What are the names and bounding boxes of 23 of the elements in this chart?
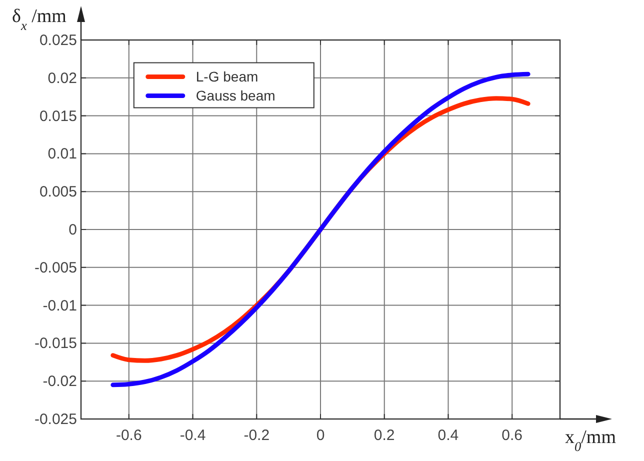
y-tick-label: -0.01 (42, 297, 77, 314)
y-tick-label: 0.025 (39, 32, 77, 49)
x-tick-label: -0.4 (180, 427, 206, 444)
y-tick-label: 0.02 (48, 70, 77, 87)
x-axis-title: x$_{0}$/mm (565, 427, 616, 454)
y-tick-label: 0 (68, 222, 77, 238)
legend-label: Gauss beam (196, 88, 276, 104)
y-tick-label: -0.02 (42, 373, 77, 390)
y-tick-label: -0.015 (34, 335, 77, 352)
y-tick-label: -0.005 (34, 259, 77, 276)
y-tick-label: 0.015 (39, 108, 77, 125)
y-tick-label: 0.01 (48, 146, 77, 163)
x-tick-label: -0.2 (244, 427, 270, 444)
x-tick-label: 0 (316, 427, 325, 444)
x-tick-label: 0.2 (374, 427, 395, 444)
x-tick-label: 0.6 (502, 427, 523, 444)
y-tick-label: -0.025 (34, 411, 77, 428)
y-tick-label: 0.005 (39, 184, 77, 201)
y-axis-title: δ$_{x}$ /mm (12, 6, 67, 32)
x-tick-label: -0.6 (116, 427, 142, 444)
legend-label: L-G beam (196, 68, 258, 85)
line-series (110, 72, 530, 388)
x-tick-label: 0.4 (438, 427, 459, 444)
